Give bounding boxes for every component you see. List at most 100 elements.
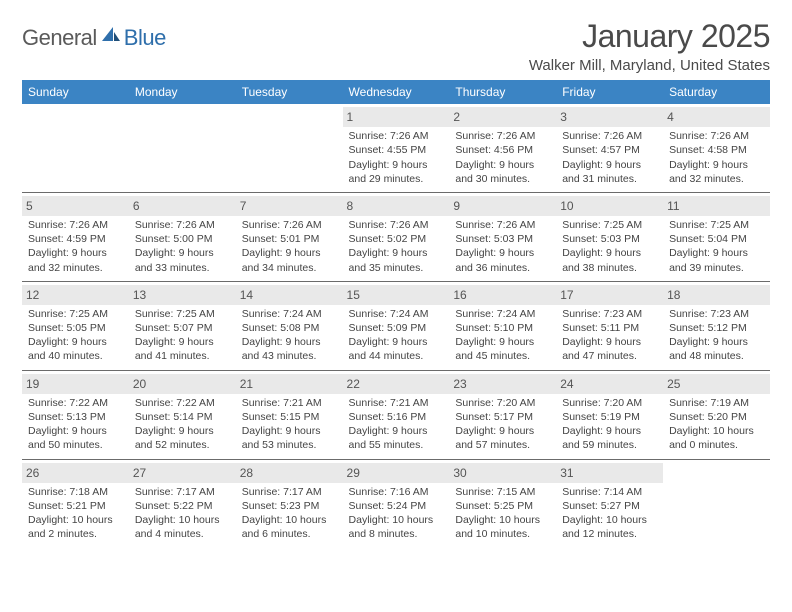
header: General Blue January 2025 Walker Mill, M…	[22, 18, 770, 74]
day-number: 29	[343, 463, 450, 483]
sunset-line: Sunset: 5:19 PM	[562, 410, 657, 424]
daylight-line: Daylight: 9 hours and 40 minutes.	[28, 335, 123, 363]
day-cell: 22Sunrise: 7:21 AMSunset: 5:16 PMDayligh…	[343, 370, 450, 459]
sunset-line: Sunset: 5:16 PM	[349, 410, 444, 424]
logo-text-blue: Blue	[124, 25, 166, 51]
day-number: 31	[556, 463, 663, 483]
sunset-line: Sunset: 5:21 PM	[28, 499, 123, 513]
day-cell: 21Sunrise: 7:21 AMSunset: 5:15 PMDayligh…	[236, 370, 343, 459]
day-number: 1	[343, 107, 450, 127]
day-number: 5	[22, 196, 129, 216]
title-block: January 2025 Walker Mill, Maryland, Unit…	[529, 18, 770, 74]
sunrise-line: Sunrise: 7:24 AM	[455, 307, 550, 321]
day-cell: 29Sunrise: 7:16 AMSunset: 5:24 PMDayligh…	[343, 459, 450, 547]
daylight-line: Daylight: 9 hours and 41 minutes.	[135, 335, 230, 363]
daylight-line: Daylight: 9 hours and 32 minutes.	[669, 158, 764, 186]
sunrise-line: Sunrise: 7:16 AM	[349, 485, 444, 499]
daylight-line: Daylight: 9 hours and 45 minutes.	[455, 335, 550, 363]
sunrise-line: Sunrise: 7:25 AM	[562, 218, 657, 232]
day-cell: 2Sunrise: 7:26 AMSunset: 4:56 PMDaylight…	[449, 104, 556, 192]
day-cell: 12 Sunrise: 7:25 AMSunset: 5:05 PMDayligh…	[22, 281, 129, 370]
day-number: 26	[22, 463, 129, 483]
sunset-line: Sunset: 5:02 PM	[349, 232, 444, 246]
day-header: Wednesday	[343, 80, 450, 104]
sunset-line: Sunset: 4:59 PM	[28, 232, 123, 246]
sunrise-line: Sunrise: 7:21 AM	[349, 396, 444, 410]
sunrise-line: Sunrise: 7:23 AM	[669, 307, 764, 321]
day-number: 4	[663, 107, 770, 127]
day-cell: 19Sunrise: 7:22 AMSunset: 5:13 PMDayligh…	[22, 370, 129, 459]
sunrise-line: Sunrise: 7:22 AM	[135, 396, 230, 410]
daylight-line: Daylight: 10 hours and 2 minutes.	[28, 513, 123, 541]
sunset-line: Sunset: 5:05 PM	[28, 321, 123, 335]
sunset-line: Sunset: 5:13 PM	[28, 410, 123, 424]
day-cell	[129, 104, 236, 192]
sunrise-line: Sunrise: 7:25 AM	[28, 307, 123, 321]
sunset-line: Sunset: 5:08 PM	[242, 321, 337, 335]
daylight-line: Daylight: 9 hours and 53 minutes.	[242, 424, 337, 452]
sunrise-line: Sunrise: 7:23 AM	[562, 307, 657, 321]
day-number: 20	[129, 374, 236, 394]
day-number: 19	[22, 374, 129, 394]
logo-text-general: General	[22, 25, 97, 51]
daylight-line: Daylight: 10 hours and 12 minutes.	[562, 513, 657, 541]
sunset-line: Sunset: 5:00 PM	[135, 232, 230, 246]
sunrise-line: Sunrise: 7:26 AM	[242, 218, 337, 232]
logo: General Blue	[22, 18, 166, 51]
sunset-line: Sunset: 5:11 PM	[562, 321, 657, 335]
day-number: 28	[236, 463, 343, 483]
sunrise-line: Sunrise: 7:17 AM	[242, 485, 337, 499]
sunset-line: Sunset: 4:58 PM	[669, 143, 764, 157]
sunset-line: Sunset: 4:57 PM	[562, 143, 657, 157]
sunset-line: Sunset: 5:27 PM	[562, 499, 657, 513]
sunset-line: Sunset: 5:03 PM	[562, 232, 657, 246]
day-cell: 6Sunrise: 7:26 AMSunset: 5:00 PMDaylight…	[129, 192, 236, 281]
daylight-line: Daylight: 9 hours and 31 minutes.	[562, 158, 657, 186]
sunrise-line: Sunrise: 7:20 AM	[455, 396, 550, 410]
day-header: Friday	[556, 80, 663, 104]
sunrise-line: Sunrise: 7:20 AM	[562, 396, 657, 410]
sunset-line: Sunset: 5:17 PM	[455, 410, 550, 424]
sunrise-line: Sunrise: 7:19 AM	[669, 396, 764, 410]
sunrise-line: Sunrise: 7:24 AM	[242, 307, 337, 321]
sunset-line: Sunset: 5:07 PM	[135, 321, 230, 335]
day-number: 6	[129, 196, 236, 216]
day-cell: 24Sunrise: 7:20 AMSunset: 5:19 PMDayligh…	[556, 370, 663, 459]
day-number: 18	[663, 285, 770, 305]
day-header: Saturday	[663, 80, 770, 104]
location: Walker Mill, Maryland, United States	[529, 57, 770, 74]
sunrise-line: Sunrise: 7:21 AM	[242, 396, 337, 410]
daylight-line: Daylight: 9 hours and 52 minutes.	[135, 424, 230, 452]
day-cell: 27Sunrise: 7:17 AMSunset: 5:22 PMDayligh…	[129, 459, 236, 547]
day-number: 13	[129, 285, 236, 305]
sunrise-line: Sunrise: 7:26 AM	[562, 129, 657, 143]
daylight-line: Daylight: 9 hours and 36 minutes.	[455, 246, 550, 274]
sunset-line: Sunset: 4:55 PM	[349, 143, 444, 157]
daylight-line: Daylight: 9 hours and 38 minutes.	[562, 246, 657, 274]
day-number: 17	[556, 285, 663, 305]
day-number: 24	[556, 374, 663, 394]
sunrise-line: Sunrise: 7:17 AM	[135, 485, 230, 499]
day-number: 15	[343, 285, 450, 305]
sunset-line: Sunset: 4:56 PM	[455, 143, 550, 157]
sunrise-line: Sunrise: 7:26 AM	[455, 218, 550, 232]
day-cell: 13Sunrise: 7:25 AMSunset: 5:07 PMDayligh…	[129, 281, 236, 370]
day-number: 16	[449, 285, 556, 305]
day-cell: 11Sunrise: 7:25 AMSunset: 5:04 PMDayligh…	[663, 192, 770, 281]
day-number: 3	[556, 107, 663, 127]
sunset-line: Sunset: 5:14 PM	[135, 410, 230, 424]
day-number: 12	[22, 285, 129, 305]
sunrise-line: Sunrise: 7:26 AM	[349, 129, 444, 143]
sunrise-line: Sunrise: 7:24 AM	[349, 307, 444, 321]
day-header: Monday	[129, 80, 236, 104]
sunset-line: Sunset: 5:22 PM	[135, 499, 230, 513]
day-cell: 3 Sunrise: 7:26 AMSunset: 4:57 PMDaylight…	[556, 104, 663, 192]
sunrise-line: Sunrise: 7:15 AM	[455, 485, 550, 499]
week-row: 19 Sunrise: 7:22 AM Sunset: 5:13 PM Dayligh…	[22, 370, 770, 459]
sunset-line: Sunset: 5:01 PM	[242, 232, 337, 246]
sail-icon	[99, 24, 121, 51]
day-header: Thursday	[449, 80, 556, 104]
day-cell: 23Sunrise: 7:20 AMSunset: 5:17 PMDayligh…	[449, 370, 556, 459]
day-header-row: SundayMondayTuesdayWednesdayThursdayFrid…	[22, 80, 770, 104]
sunrise-line: Sunrise: 7:26 AM	[455, 129, 550, 143]
